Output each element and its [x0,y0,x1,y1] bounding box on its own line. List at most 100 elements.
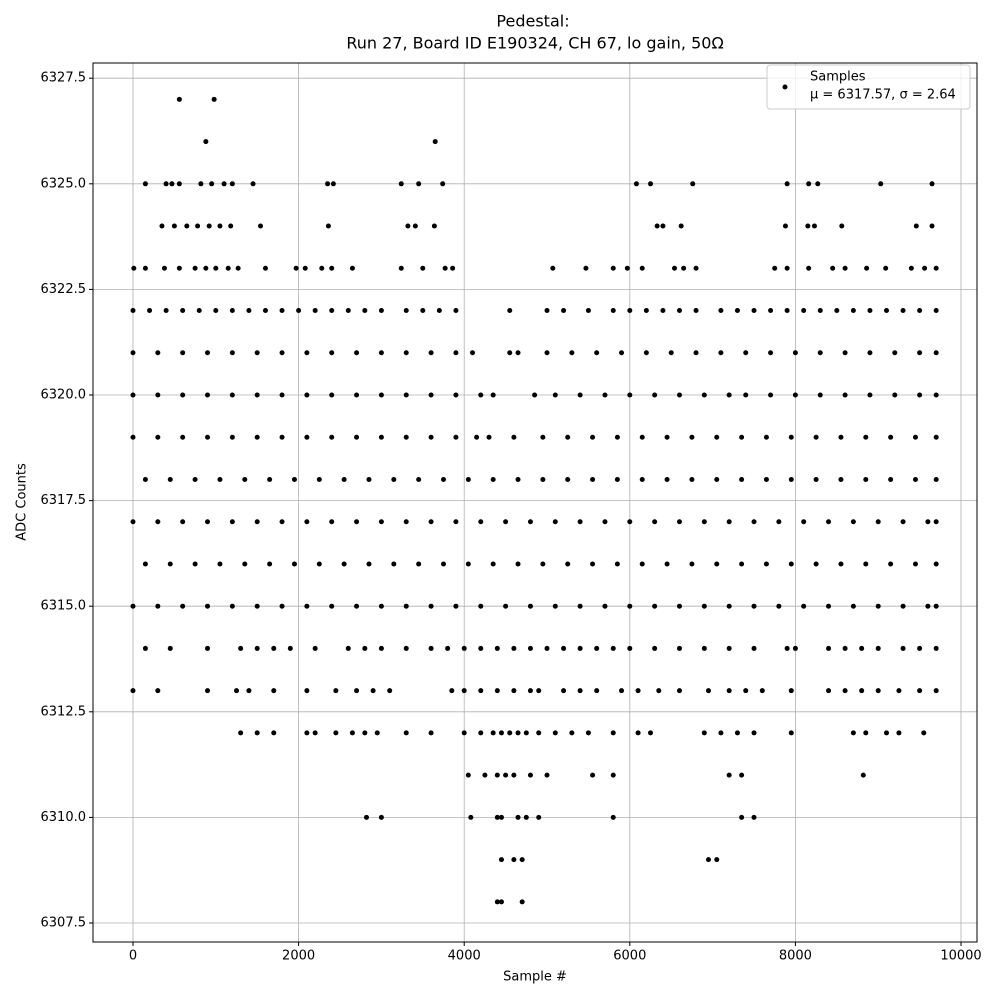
point [453,434,459,440]
point [892,392,898,398]
point [416,476,422,482]
point [238,730,244,736]
point [815,181,821,187]
point [838,476,844,482]
point [378,434,384,440]
point [515,350,521,356]
point [782,223,788,229]
point [441,476,447,482]
y-tick-label: 6312.5 [41,704,87,719]
point [718,350,724,356]
point [378,350,384,356]
point [507,730,513,736]
point [302,265,308,271]
point [217,223,223,229]
point [469,350,475,356]
point [792,392,798,398]
point [228,223,234,229]
point [830,265,836,271]
point [590,561,596,567]
point [192,561,198,567]
point [693,350,699,356]
point [254,603,260,609]
point [167,476,173,482]
point [445,645,451,651]
point [850,730,856,736]
point [180,603,186,609]
point [440,181,446,187]
point [768,350,774,356]
point [287,645,293,651]
point [842,265,848,271]
point [639,434,645,440]
point [354,392,360,398]
point [772,265,778,271]
y-tick-label: 6322.5 [41,282,87,297]
point [627,308,633,314]
point [585,730,591,736]
point [933,434,939,440]
point [271,688,277,694]
point [267,476,273,482]
point [398,265,404,271]
point [131,265,137,271]
point [619,688,625,694]
point [610,730,616,736]
point [900,603,906,609]
point [867,308,873,314]
point [403,308,409,314]
point [842,350,848,356]
point [743,392,749,398]
point [130,350,136,356]
point [378,814,384,820]
point [583,265,589,271]
point [842,688,848,694]
point [768,308,774,314]
point [743,688,749,694]
point [867,392,873,398]
point [271,730,277,736]
y-axis-label: ADC Counts [15,463,30,541]
point [859,688,865,694]
point [788,688,794,694]
point [250,181,256,187]
point [701,519,707,525]
point [759,688,765,694]
point [863,561,869,567]
point [366,476,372,482]
point [205,603,211,609]
point [693,265,699,271]
point [254,730,260,736]
point [875,603,881,609]
point [494,899,500,905]
point [701,392,707,398]
point [398,181,404,187]
point [374,730,380,736]
point [180,434,186,440]
point [784,265,790,271]
point [246,688,252,694]
point [672,265,678,271]
point [690,181,696,187]
point [614,561,620,567]
point [739,561,745,567]
point [155,434,161,440]
point [349,730,355,736]
point [912,476,918,482]
point [412,223,418,229]
point [678,223,684,229]
point [751,814,757,820]
point [195,223,201,229]
point [238,645,244,651]
point [565,476,571,482]
point [817,308,823,314]
point [676,519,682,525]
point [242,476,248,482]
point [751,519,757,525]
point [159,223,165,229]
point [917,308,923,314]
point [511,857,517,863]
point [565,434,571,440]
